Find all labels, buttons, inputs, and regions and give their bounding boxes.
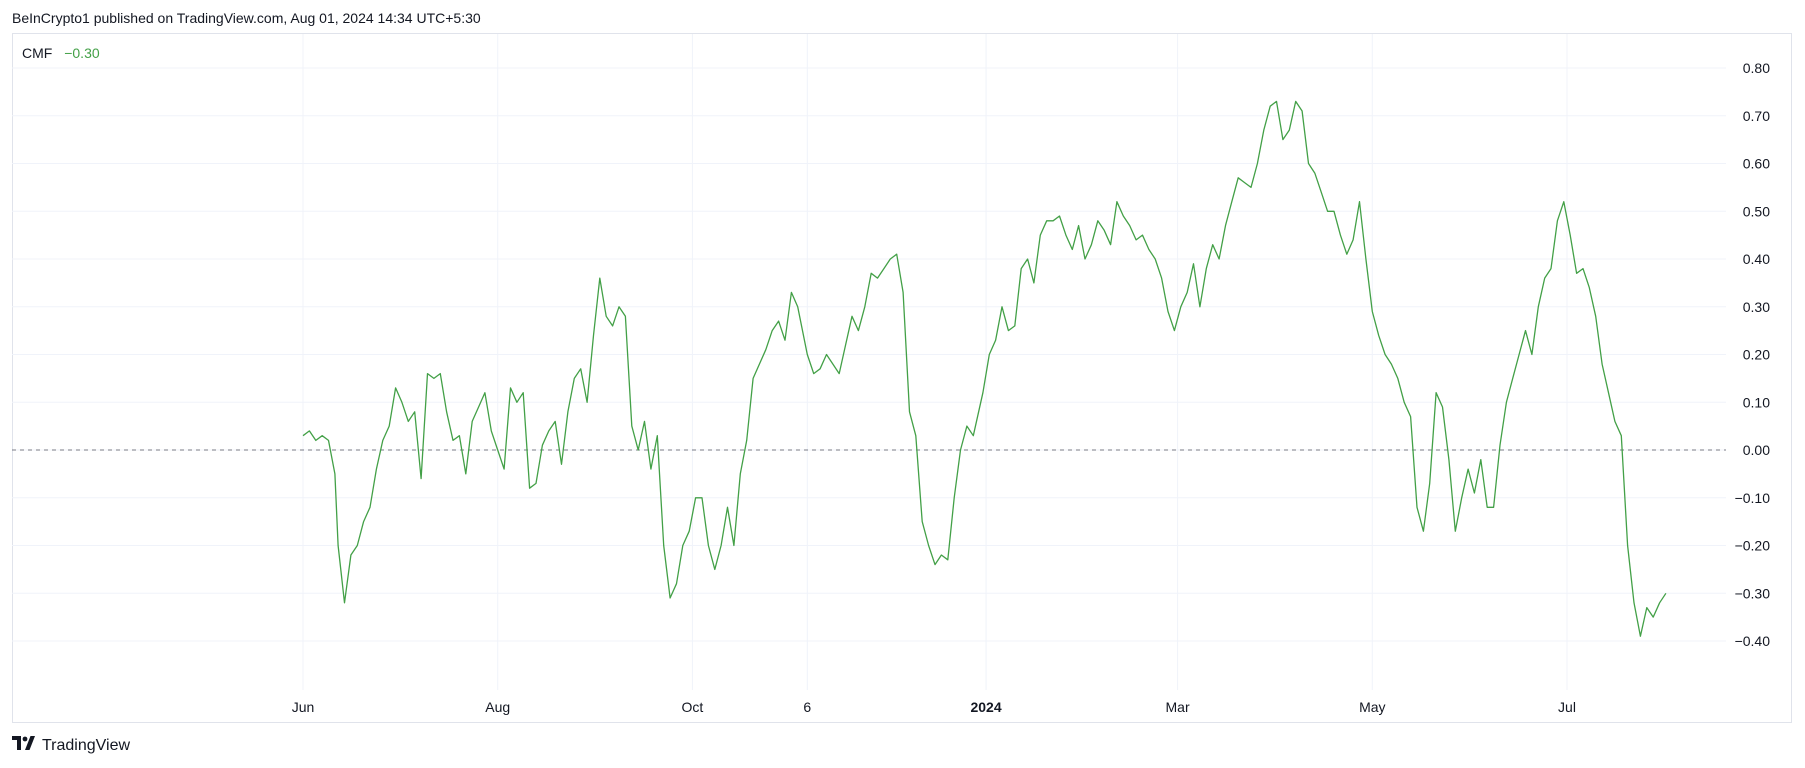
tradingview-logo-icon	[12, 736, 36, 755]
series-line-cmf	[302, 100, 1667, 637]
x-tick-label: Jul	[1558, 699, 1576, 715]
x-tick-label: May	[1359, 699, 1385, 715]
indicator-name: CMF	[22, 45, 53, 61]
grid-lines	[12, 34, 1726, 690]
indicator-legend[interactable]: CMF −0.30	[22, 45, 100, 61]
x-tick-label: 6	[803, 699, 811, 715]
x-tick-label: Jun	[292, 699, 315, 715]
y-tick-label: 0.70	[1743, 108, 1770, 124]
y-tick-label: −0.40	[1735, 633, 1771, 649]
x-tick-label: 2024	[970, 699, 1001, 715]
y-tick-label: −0.10	[1735, 490, 1771, 506]
y-tick-label: 0.80	[1743, 60, 1770, 76]
tradingview-brand-text: TradingView	[42, 736, 131, 754]
x-tick-label: Aug	[485, 699, 510, 715]
y-tick-label: −0.30	[1735, 585, 1771, 601]
y-tick-label: 0.10	[1743, 394, 1770, 410]
y-tick-label: 0.40	[1743, 251, 1770, 267]
x-axis: Jun Aug Oct 6 2024 Mar May Jul	[292, 699, 1576, 715]
y-tick-label: 0.50	[1743, 203, 1770, 219]
indicator-value: −0.30	[64, 45, 100, 61]
y-tick-label: 0.00	[1743, 442, 1770, 458]
y-tick-label: −0.20	[1735, 538, 1771, 554]
y-tick-label: 0.60	[1743, 156, 1770, 172]
series-group	[302, 100, 1667, 637]
chart-pane[interactable]	[12, 33, 1792, 723]
x-tick-label: Mar	[1166, 699, 1190, 715]
y-axis: 0.80 0.70 0.60 0.50 0.40 0.30 0.20 0.10 0.00 −0.1…	[1735, 60, 1771, 649]
y-tick-label: 0.30	[1743, 299, 1770, 315]
x-tick-label: Oct	[682, 699, 704, 715]
y-tick-label: 0.20	[1743, 347, 1770, 363]
publisher-attribution: BeInCrypto1 published on TradingView.com…	[12, 10, 481, 26]
tradingview-footer[interactable]: TradingView	[12, 736, 130, 755]
